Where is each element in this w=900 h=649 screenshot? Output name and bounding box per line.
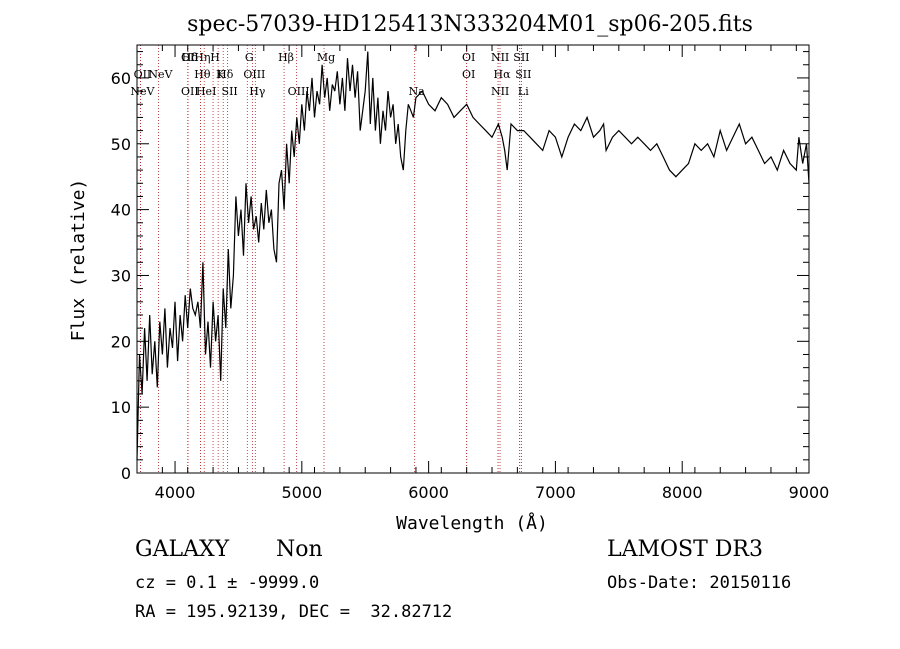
emission-line-label: G: [245, 51, 254, 64]
y-tick-label: 20: [111, 332, 131, 351]
x-tick-label: 8000: [662, 483, 703, 502]
redshift-info: cz = 0.1 ± -9999.0: [135, 573, 320, 593]
y-axis: 0 10 20 30 40 50 60: [111, 51, 809, 483]
emission-line-label: Hθ: [194, 68, 211, 81]
y-tick-label: 30: [111, 266, 131, 285]
emission-line-label: Na: [409, 85, 426, 98]
emission-line-label: Hη: [194, 51, 210, 64]
emission-line-label: Li: [518, 85, 529, 98]
survey-label: LAMOST DR3: [607, 537, 763, 562]
emission-line-label: SII: [515, 68, 531, 81]
emission-line-label: Hβ: [278, 51, 294, 64]
emission-line-label: K: [216, 68, 225, 81]
observation-date: Obs-Date: 20150116: [607, 573, 792, 593]
y-tick-label: 60: [111, 69, 131, 88]
emission-line-label: Hδ: [217, 68, 234, 81]
emission-line-label: OIII: [288, 85, 310, 98]
emission-line-label: NII: [491, 51, 509, 64]
x-tick-label: 6000: [408, 483, 449, 502]
emission-line-label: Mg: [317, 51, 335, 64]
plot-frame: [136, 44, 810, 474]
object-subclass: Non: [276, 537, 323, 562]
y-axis-label: Flux (relative): [68, 179, 89, 342]
emission-line-label: SII: [222, 85, 238, 98]
object-class: GALAXY: [135, 537, 230, 562]
y-tick-label: 0: [121, 464, 131, 483]
x-tick-label: 7000: [535, 483, 576, 502]
emission-line-label: OI: [462, 68, 475, 81]
x-tick-label: 9000: [789, 483, 830, 502]
x-tick-label: 4000: [155, 483, 196, 502]
x-axis: 4000 5000 6000 7000 8000 9000: [136, 45, 830, 502]
emission-line-label: NeV: [148, 68, 173, 81]
emission-line-label: H: [210, 51, 220, 64]
emission-line-label: OI: [462, 51, 475, 64]
emission-line-label: Hδ: [182, 51, 199, 64]
emission-line-labels: OIINeVNeVOIIOIIHδHηHθHeIHKHδSIIGOIIIHγHβ…: [130, 51, 531, 98]
emission-line-label: OII: [181, 85, 199, 98]
y-tick-label: 40: [111, 201, 131, 220]
x-tick-label: 5000: [281, 483, 322, 502]
x-axis-label: Wavelength (Å): [396, 512, 548, 534]
coordinates: RA = 195.92139, DEC = 32.82712: [135, 602, 453, 622]
chart-title: spec-57039-HD125413N333204M01_sp06-205.f…: [187, 12, 753, 37]
y-tick-label: 50: [111, 135, 131, 154]
emission-line-label: OIII: [243, 68, 265, 81]
emission-line-label: OII: [181, 51, 199, 64]
emission-lines: [140, 45, 522, 473]
spectrum-series: [136, 51, 810, 460]
emission-line-label: Hα: [493, 68, 511, 81]
emission-line-label: SII: [513, 51, 529, 64]
y-tick-label: 10: [111, 398, 131, 417]
emission-line-label: Hγ: [249, 85, 266, 98]
emission-line-label: NII: [491, 85, 509, 98]
emission-line-label: HeI: [196, 85, 216, 98]
